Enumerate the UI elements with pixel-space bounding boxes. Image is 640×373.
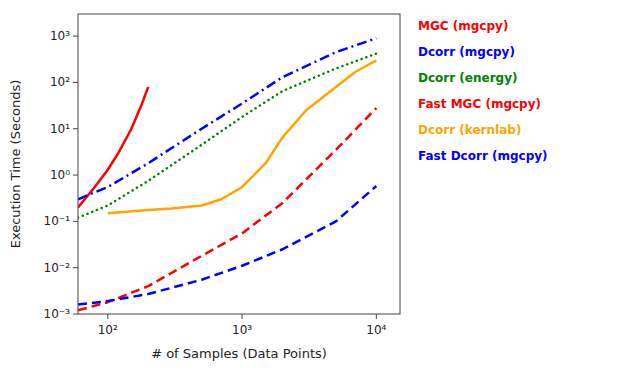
x-tick bbox=[107, 314, 108, 319]
series-line bbox=[78, 87, 148, 208]
series-line bbox=[78, 186, 376, 305]
legend-entry: Fast Dcorr (mgcpy) bbox=[418, 149, 548, 163]
y-tick bbox=[73, 82, 78, 83]
plot-frame bbox=[78, 14, 400, 314]
legend-entry: Fast MGC (mgcpy) bbox=[418, 97, 541, 111]
series-line bbox=[108, 60, 377, 213]
legend-entry: MGC (mgcpy) bbox=[418, 19, 508, 33]
lines bbox=[78, 38, 376, 310]
x-tick-label: 10⁴ bbox=[366, 323, 386, 337]
y-tick bbox=[73, 221, 78, 222]
x-tick bbox=[376, 314, 377, 319]
y-axis: 10⁻³ 10⁻² 10⁻¹ 10⁰ 10¹ 10² 10³ bbox=[44, 29, 78, 321]
legend-entry: Dcorr (kernlab) bbox=[418, 123, 521, 137]
x-axis: 10² 10³ 10⁴ bbox=[98, 314, 387, 337]
y-tick bbox=[73, 175, 78, 176]
x-tick bbox=[242, 314, 243, 319]
x-tick-label: 10² bbox=[98, 323, 118, 337]
y-tick bbox=[73, 128, 78, 129]
x-tick-label: 10³ bbox=[232, 323, 252, 337]
series-line bbox=[78, 38, 376, 199]
y-tick-label: 10⁻³ bbox=[44, 307, 71, 321]
legend: MGC (mgcpy) Dcorr (mgcpy) Dcorr (energy) Fa… bbox=[418, 19, 548, 163]
series-line bbox=[78, 108, 376, 310]
y-tick bbox=[73, 267, 78, 268]
y-tick-label: 10³ bbox=[50, 29, 70, 43]
y-tick-label: 10¹ bbox=[50, 122, 70, 136]
legend-entry: Dcorr (mgcpy) bbox=[418, 45, 515, 59]
x-axis-label: # of Samples (Data Points) bbox=[151, 346, 327, 361]
chart: 10² 10³ 10⁴ 10⁻³ 10⁻² 10⁻¹ 10⁰ 10¹ 10² 10³ # of Sa… bbox=[0, 0, 640, 373]
legend-entry: Dcorr (energy) bbox=[418, 71, 517, 85]
y-tick bbox=[73, 314, 78, 315]
y-tick bbox=[73, 36, 78, 37]
series-line bbox=[78, 54, 376, 218]
y-tick-label: 10⁻² bbox=[44, 261, 71, 275]
y-tick-label: 10⁻¹ bbox=[44, 214, 71, 228]
y-axis-label: Execution Time (Seconds) bbox=[8, 80, 23, 249]
y-tick-label: 10⁰ bbox=[50, 168, 70, 182]
y-tick-label: 10² bbox=[50, 75, 70, 89]
